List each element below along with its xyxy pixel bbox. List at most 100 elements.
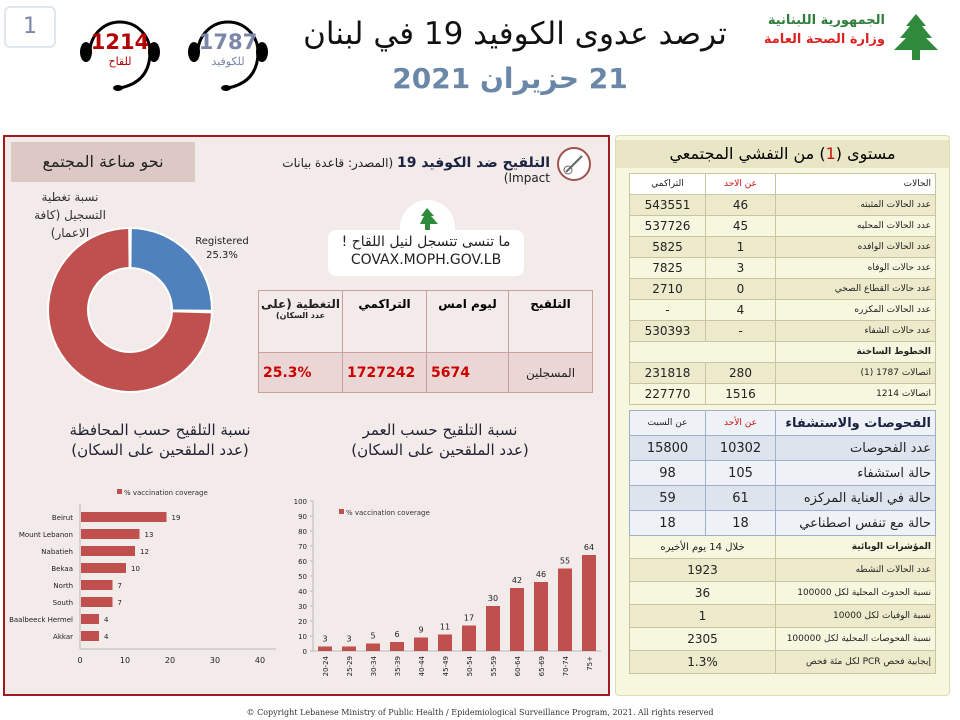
bar	[414, 637, 428, 651]
bar	[81, 614, 99, 624]
chart-subtitle: (عدد الملقحين على السكان)	[351, 441, 529, 459]
data-label: 3	[346, 635, 351, 644]
row-label: حالة مع تنفس اصطناعي	[775, 510, 936, 536]
table-row: حالة استشفاء 105 98	[629, 460, 936, 486]
bar	[318, 646, 332, 651]
bar	[534, 582, 548, 651]
category-label: 50-54	[466, 655, 474, 676]
row-label: عدد حالات الوفاه	[775, 257, 936, 279]
cumulative-value: -	[629, 299, 706, 321]
category-label: Baalbeeck Hermel	[9, 616, 73, 624]
row-label: عدد الحالات الوافده	[775, 236, 936, 258]
page-title: ترصد عدوى الكوفيد 19 في لبنان	[303, 16, 727, 52]
bar	[81, 631, 99, 641]
registration-donut-chart: Registered 25.3%	[47, 226, 249, 393]
title-part: مستوى (	[835, 144, 896, 163]
data-label: 9	[418, 626, 423, 635]
tick-label: 60	[298, 558, 307, 566]
data-label: 64	[584, 543, 594, 552]
outbreak-panel: مستوى (1) من التفشي المجتمعي الحالات عن ا…	[615, 135, 950, 696]
tick-label: 50	[298, 573, 307, 581]
vaccination-heading: التلقيح ضد الكوفيد 19 (المصدر: قاعدة بيا…	[240, 155, 550, 185]
cumulative-value: 1727242	[342, 352, 427, 393]
category-label: 40-44	[418, 655, 426, 676]
bar	[81, 597, 113, 607]
header-label: الحالات	[775, 173, 936, 195]
bar	[510, 588, 524, 651]
category-label: Akkar	[53, 633, 73, 641]
table-row: عدد حالات الشفاء -530393	[629, 320, 936, 342]
category-label: North	[53, 582, 73, 590]
bar	[390, 642, 404, 651]
data-label: 13	[145, 531, 154, 539]
table-row: عدد الفحوصات 10302 15800	[629, 435, 936, 461]
cumulative-value: 7825	[629, 257, 706, 279]
table-row: اتصالات 1214 1516 227770	[629, 383, 936, 405]
data-label: 4	[104, 633, 109, 641]
cumulative-value: 5825	[629, 236, 706, 258]
hotline-label: للكوفيد	[211, 55, 245, 68]
table-row: عدد حالات الوفاه 3 7825	[629, 257, 936, 279]
table-row: عدد حالات القطاع الصحي 0 2710	[629, 278, 936, 300]
row-label: عدد الحالات المكرره	[775, 299, 936, 321]
title-part: ) من التفشي المجتمعي	[669, 144, 826, 163]
tick-label: 0	[77, 656, 82, 665]
registration-reminder: ما تنسى تتسجل لنيل اللقاح ! COVAX.MOPH.G…	[328, 230, 524, 276]
footer-copyright: © Copyright Lebanese Ministry of Public …	[246, 708, 714, 717]
cases-header-row: الحالات عن الاحد التراكمي	[629, 173, 936, 195]
bar	[342, 646, 356, 651]
row-label: عدد حالات القطاع الصحي	[775, 278, 936, 300]
vaccination-table: التلقيح ليوم امس التراكمي التغطية (على عد…	[258, 290, 593, 393]
immunity-title: نحو مناعة المجتمع	[11, 142, 195, 182]
governorate-chart-title: نسبة التلقيح حسب المحافظة (عدد الملقحين …	[40, 420, 280, 460]
age-chart-title: نسبة التلقيح حسب العمر (عدد الملقحين على…	[320, 420, 560, 460]
category-label: 75+	[586, 656, 594, 671]
bar	[81, 512, 167, 522]
bar	[582, 555, 596, 651]
report-date: 21 حزيران 2021	[392, 62, 628, 95]
category-label: 20-24	[322, 655, 330, 676]
headset-icon	[188, 20, 268, 91]
data-label: 30	[488, 594, 498, 603]
saturday-value: 98	[629, 460, 706, 486]
tick-label: 30	[298, 603, 307, 611]
data-label: 11	[440, 623, 450, 632]
tick-label: 20	[298, 618, 307, 626]
indicator-value: 36	[629, 581, 776, 605]
table-row: نسبة الحدوث المحلية لكل 100000 36	[629, 581, 936, 605]
table-row: حالة مع تنفس اصطناعي 18 18	[629, 510, 936, 536]
tick-label: 10	[120, 656, 130, 665]
category-label: 60-64	[514, 655, 522, 676]
vaccination-title: التلقيح ضد الكوفيد 19	[396, 155, 550, 171]
cumulative-value: 2710	[629, 278, 706, 300]
header-saturday: عن السبت	[629, 410, 706, 436]
row-label: اتصالات 1214	[775, 383, 936, 405]
row-label: عدد الحالات النشطه	[775, 558, 936, 582]
surveillance-table: الحالات عن الاحد التراكمي عدد الحالات المثب…	[629, 173, 936, 674]
hotline-number: 1787	[198, 30, 258, 54]
tick-label: 40	[255, 656, 265, 665]
category-label: South	[53, 599, 73, 607]
header-sunday: عن الأحد	[705, 410, 776, 436]
row-label: نسبة الوفيات لكل 10000	[775, 604, 936, 628]
table-row: اتصالات 1787 (1) 280 231818	[629, 362, 936, 384]
coverage-label: نسبة تغطية التسجيل (كافة الاعمار)	[34, 190, 106, 240]
legend-swatch	[117, 489, 122, 494]
vaccine-syringe-icon	[557, 147, 591, 181]
row-label: اتصالات 1787 (1)	[775, 362, 936, 384]
bar	[81, 529, 140, 539]
tick-label: 30	[210, 656, 220, 665]
table-row: حالة في العناية المركزه 61 59	[629, 485, 936, 511]
covax-url-link[interactable]: COVAX.MOPH.GOV.LB	[350, 252, 502, 268]
bar	[558, 568, 572, 651]
logo-line1: الجمهورية اللبنانية	[767, 13, 885, 28]
tick-label: 100	[294, 498, 307, 506]
bar	[462, 625, 476, 651]
legend-label: % vaccination coverage	[124, 489, 208, 497]
row-label: نسبة الحدوث المحلية لكل 100000	[775, 581, 936, 605]
tick-label: 80	[298, 528, 307, 536]
bar	[81, 546, 135, 556]
cumulative-value: 227770	[629, 383, 706, 405]
category-label: 30-34	[370, 655, 378, 676]
row-label: عدد الحالات المحليه	[775, 215, 936, 237]
